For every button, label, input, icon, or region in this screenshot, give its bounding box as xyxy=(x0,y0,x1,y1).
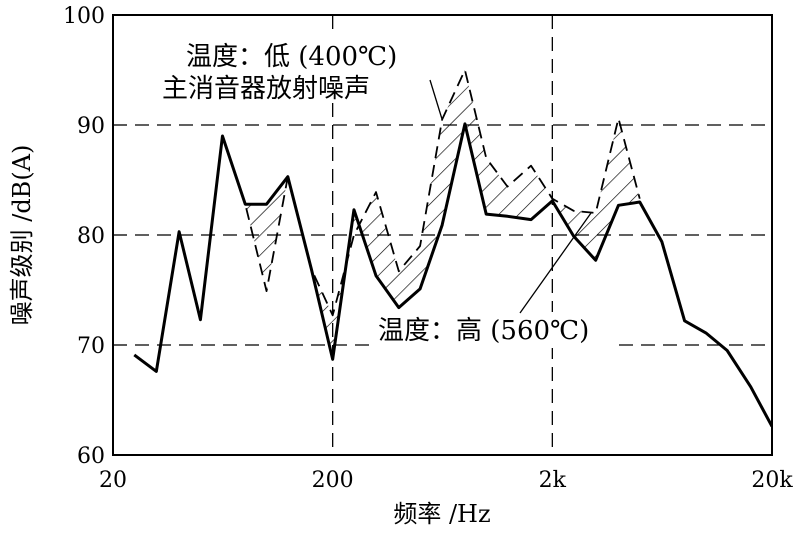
annotation-high-line: 温度：高 (560℃) xyxy=(378,316,589,346)
annotation-low-bg xyxy=(158,36,428,102)
series-line-dashed xyxy=(221,69,641,317)
x-tick-label: 2k xyxy=(539,468,567,493)
x-tick-label: 200 xyxy=(312,468,354,493)
x-tick-label: 20k xyxy=(751,468,793,493)
annotation-low-line: 温度：低 (400℃) xyxy=(186,42,397,72)
y-tick-label: 60 xyxy=(77,444,105,469)
plot-frame xyxy=(112,14,773,456)
annotation-high-leader xyxy=(519,212,592,314)
annotation-low-leader xyxy=(429,79,443,120)
y-tick-label: 70 xyxy=(77,334,105,359)
series-layer xyxy=(133,69,772,428)
y-axis-label: 噪声级别 /dB(A) xyxy=(8,145,36,326)
y-tick-label: 90 xyxy=(77,114,105,139)
hatched-region xyxy=(222,70,640,360)
y-tick-label: 100 xyxy=(63,4,105,29)
y-tick-label: 80 xyxy=(77,224,105,249)
x-tick-label: 20 xyxy=(99,468,127,493)
tick-labels: 20 200 2k 20k 60 70 80 90 100 xyxy=(63,4,793,493)
x-axis-label: 频率 /Hz xyxy=(393,500,490,528)
hatched-area xyxy=(222,70,640,360)
annotation-high-bg xyxy=(374,312,612,348)
annotation-low-line: 主消音器放射噪声 xyxy=(162,74,370,104)
